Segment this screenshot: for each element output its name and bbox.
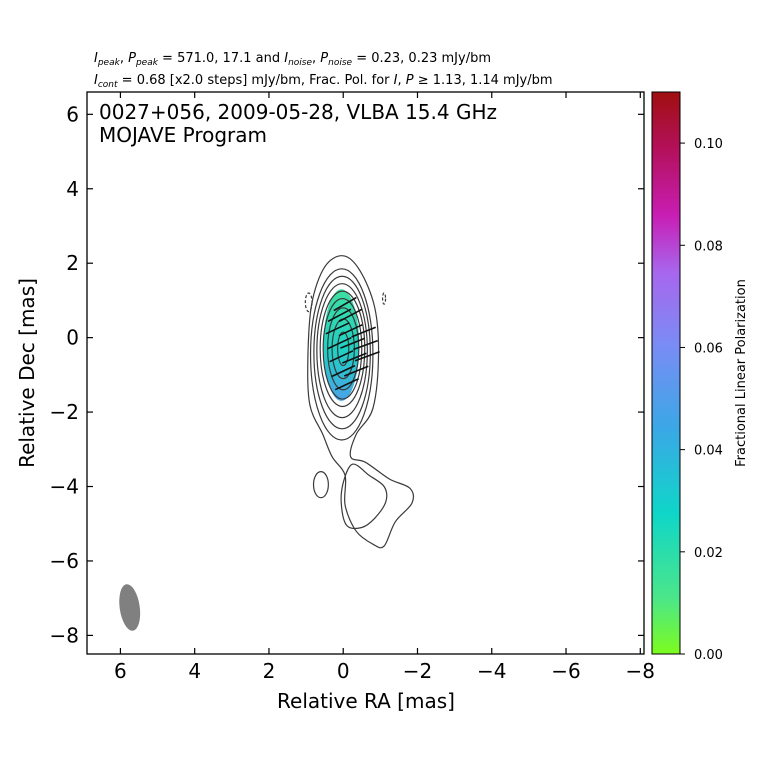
colorbar-tick-label: 0.06 bbox=[694, 341, 723, 356]
y-axis-label: Relative Dec [mas] bbox=[15, 278, 39, 468]
evpa-vector-14 bbox=[334, 377, 360, 391]
side-contour bbox=[312, 471, 329, 499]
x-tick-label: 4 bbox=[188, 659, 201, 683]
x-axis-label: Relative RA [mas] bbox=[277, 689, 455, 713]
plot-frame bbox=[86, 91, 645, 655]
core-contour-0 bbox=[337, 331, 350, 367]
y-tick-label: 4 bbox=[66, 177, 79, 201]
chart-title: 0027+056, 2009-05-28, VLBA 15.4 GHz bbox=[99, 100, 497, 124]
x-tick-label: −2 bbox=[403, 659, 432, 683]
evpa-vector-1 bbox=[327, 308, 352, 323]
evpa-vector-2 bbox=[338, 308, 363, 323]
y-tick-label: −6 bbox=[50, 549, 79, 573]
evpa-vector-11 bbox=[354, 351, 380, 362]
jet-contour bbox=[340, 463, 388, 530]
core-contour-2 bbox=[327, 307, 360, 391]
y-tick-label: 6 bbox=[66, 102, 79, 126]
x-tick-label: −6 bbox=[551, 659, 580, 683]
evpa-vector-13 bbox=[343, 365, 369, 377]
core-contour-3 bbox=[322, 297, 363, 400]
colorbar-tick-label: 0.02 bbox=[694, 546, 723, 561]
colorbar bbox=[651, 91, 681, 655]
x-tick-label: 6 bbox=[114, 659, 127, 683]
evpa-vector-9 bbox=[329, 350, 354, 363]
colorbar-ticks: 0.00 0.02 0.04 0.06 0.08 0.10 bbox=[680, 137, 723, 663]
core-contour-4 bbox=[319, 290, 366, 408]
y-tick-label: −4 bbox=[50, 475, 79, 499]
header-line-1: Ipeak, Ppeak = 571.0, 17.1 and Inoise, P… bbox=[94, 51, 491, 68]
evpa-vector-12 bbox=[331, 364, 356, 378]
outer-contour bbox=[307, 255, 415, 549]
y-tick-label: 0 bbox=[66, 326, 79, 350]
colorbar-tick-label: 0.08 bbox=[694, 239, 723, 254]
colorbar-label: Fractional Linear Polarization bbox=[734, 279, 749, 467]
evpa-vector-4 bbox=[338, 323, 363, 337]
y-tick-label: −2 bbox=[50, 400, 79, 424]
negative-contour-1 bbox=[381, 292, 387, 305]
x-tick-label: 2 bbox=[263, 659, 276, 683]
x-tick-label: −4 bbox=[477, 659, 506, 683]
y-tick-label: 2 bbox=[66, 251, 79, 275]
evpa-vector-10 bbox=[341, 352, 367, 364]
core-contour-6 bbox=[313, 275, 371, 430]
evpa-vector-0 bbox=[333, 296, 357, 312]
x-tick-label: −8 bbox=[626, 659, 655, 683]
y-tick-label: −8 bbox=[50, 623, 79, 647]
colorbar-tick-label: 0.04 bbox=[694, 444, 723, 459]
axis-ticks: 6 4 2 0 −2 −4 −6 −8 6 4 2 0 −2 −4 −6 −8 bbox=[50, 92, 655, 683]
evpa-vector-5 bbox=[351, 326, 376, 338]
chart-subtitle: MOJAVE Program bbox=[99, 123, 267, 147]
plot-content bbox=[119, 255, 415, 631]
evpa-vector-3 bbox=[325, 322, 350, 335]
evpa-vector-6 bbox=[327, 336, 352, 350]
colorbar-tick-label: 0.10 bbox=[694, 137, 723, 152]
beam-ellipse bbox=[119, 584, 141, 631]
core-contour-5 bbox=[316, 283, 368, 419]
colorbar-tick-label: 0.00 bbox=[694, 648, 723, 663]
negative-contour-0 bbox=[304, 292, 313, 313]
x-tick-label: 0 bbox=[337, 659, 350, 683]
evpa-vector-8 bbox=[353, 339, 378, 351]
header-line-2: Icont = 0.68 [x2.0 steps] mJy/bm, Frac. … bbox=[94, 73, 553, 90]
evpa-vector-7 bbox=[340, 337, 365, 349]
